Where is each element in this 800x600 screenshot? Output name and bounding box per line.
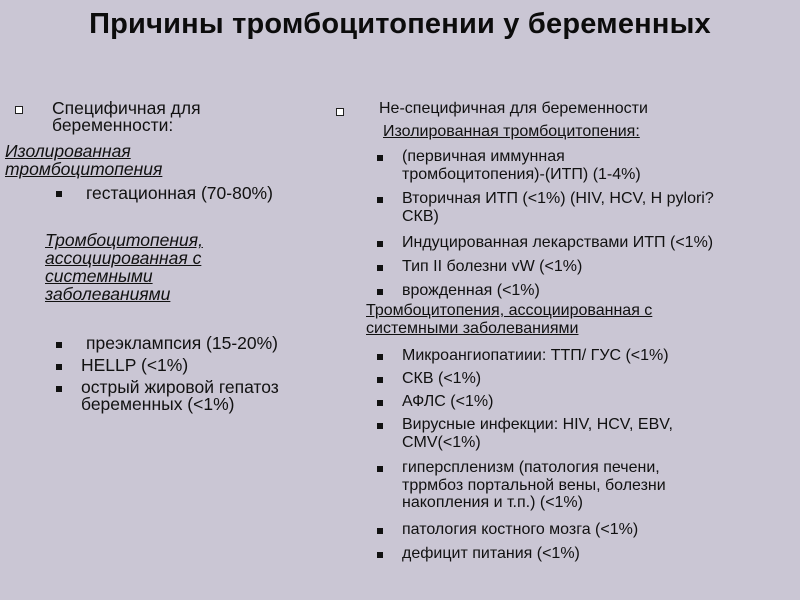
bullet-icon — [377, 466, 383, 472]
right-group1-item: врожденная (<1%) — [402, 282, 540, 299]
right-group2-item: гиперспленизм (патология печени, тррмбоз… — [402, 459, 666, 511]
right-group1-item: Индуцированная лекарствами ИТП (<1%) — [402, 234, 714, 251]
bullet-icon — [377, 241, 383, 247]
right-heading: Не-специфичная для беременности — [379, 100, 648, 117]
bullet-icon — [377, 400, 383, 406]
left-heading: Специфичная для беременности: — [52, 98, 201, 135]
right-group1-item: Вторичная ИТП (<1%) (HIV, HCV, H pylori?… — [402, 190, 714, 225]
bullet-icon — [377, 197, 383, 203]
right-group2-item: Вирусные инфекции: HIV, HCV, EBV, CMV(<1… — [402, 416, 673, 451]
left-group2-title: Тромбоцитопения, ассоциированная с систе… — [45, 230, 203, 304]
slide-title: Причины тромбоцитопении у беременных — [89, 8, 711, 40]
right-group2-item: АФЛС (<1%) — [402, 393, 494, 410]
right-group2-item: дефицит питания (<1%) — [402, 545, 580, 562]
bullet-icon — [377, 354, 383, 360]
bullet-icon — [56, 386, 62, 392]
bullet-icon — [56, 342, 62, 348]
right-group2-item: Микроангиопатиии: ТТП/ ГУС (<1%) — [402, 347, 669, 364]
right-group1-item: (первичная иммунная тромбоцитопения)-(ИТ… — [402, 148, 641, 183]
left-group1-title: Изолированная тромбоцитопения — [5, 141, 163, 179]
left-group2-item: преэклампсия (15-20%) — [86, 333, 279, 353]
bullet-icon — [377, 155, 383, 161]
left-group1-item: гестационная (70-80%) — [86, 183, 273, 203]
bullet-icon — [377, 528, 383, 534]
bullet-icon — [56, 191, 62, 197]
right-group2-title: Тромбоцитопения, ассоциированная с систе… — [366, 302, 653, 337]
left-group2-item: HELLP (<1%) — [81, 355, 189, 375]
right-group2-item: СКВ (<1%) — [402, 370, 482, 387]
checkbox-bullet-icon — [336, 108, 344, 116]
right-group1-item: Тип II болезни vW (<1%) — [402, 258, 583, 275]
right-group2-item: патология костного мозга (<1%) — [402, 521, 639, 538]
right-group1-title: Изолированная тромбоцитопения: — [383, 123, 640, 140]
bullet-icon — [377, 289, 383, 295]
bullet-icon — [377, 265, 383, 271]
left-group2-item: острый жировой гепатоз беременных (<1%) — [81, 377, 279, 414]
bullet-icon — [377, 377, 383, 383]
bullet-icon — [377, 552, 383, 558]
bullet-icon — [377, 423, 383, 429]
bullet-icon — [56, 364, 62, 370]
checkbox-bullet-icon — [15, 106, 23, 114]
